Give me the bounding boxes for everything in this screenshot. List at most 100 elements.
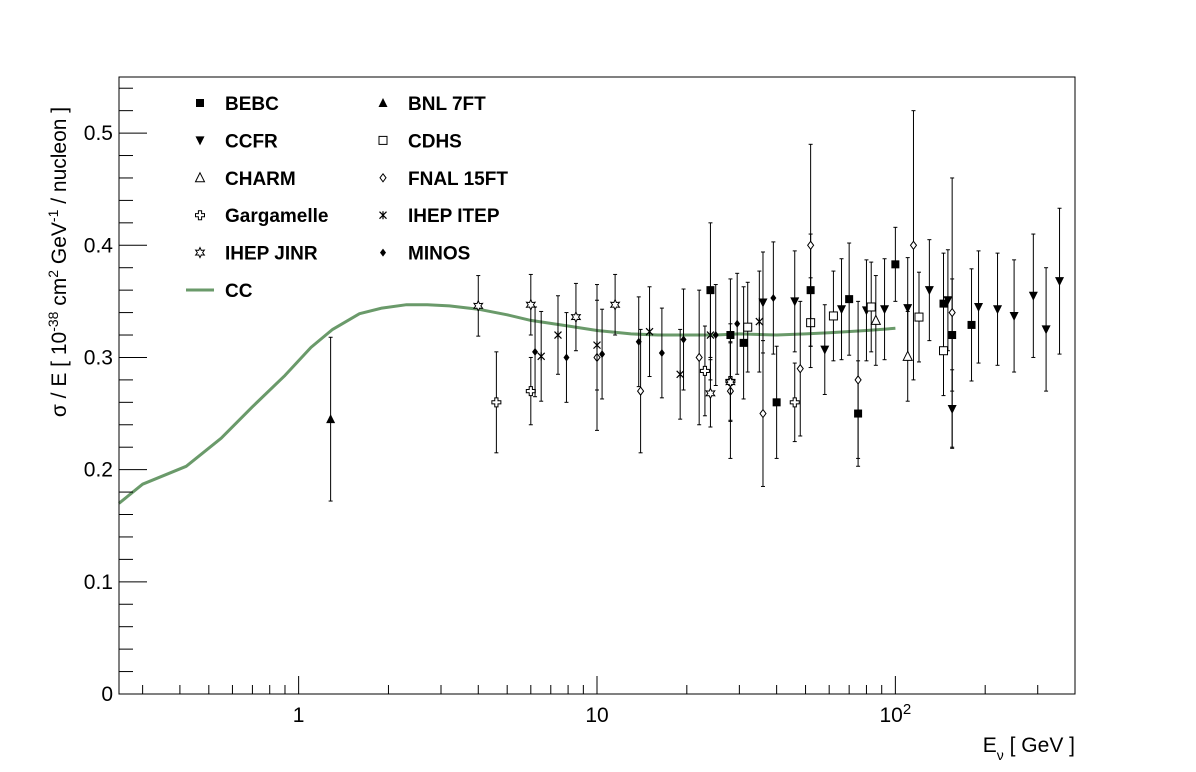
- data-point-ihep-itep: [537, 352, 546, 361]
- data-point-ihep-jinr: [472, 299, 484, 313]
- data-point-minos: [734, 319, 741, 328]
- legend-label-gargamelle: Gargamelle: [225, 206, 329, 227]
- legend-marker-ihep-jinr: [194, 246, 206, 259]
- data-point-ihep-itep: [676, 370, 685, 379]
- legend-marker-cdhs: [378, 135, 388, 145]
- data-point-ccfr: [993, 305, 1003, 315]
- legend-label-minos: MINOS: [408, 244, 470, 265]
- data-point-charm: [902, 350, 914, 361]
- data-point-ccfr: [1028, 291, 1038, 301]
- x-tick-label: 102: [880, 701, 912, 728]
- axes-layer: 1 10 102 0 0.1 0.2 0.3 0.4 0.5: [84, 87, 1076, 728]
- cc-curve-line: [118, 303, 896, 505]
- data-point-fnal-15ft: [796, 363, 804, 374]
- data-point-cdhs: [939, 346, 949, 356]
- data-point-ccfr: [924, 286, 934, 296]
- data-point-minos: [680, 335, 687, 344]
- y-tick-label: 0.1: [84, 571, 113, 594]
- legend-marker-bnl-7ft: [378, 98, 388, 107]
- legend-marker-charm: [194, 171, 206, 183]
- data-point-ihep-jinr: [705, 387, 716, 400]
- data-point-fnal-15ft: [695, 352, 703, 363]
- data-point-cdhs: [743, 322, 753, 332]
- data-point-ihep-itep: [645, 327, 654, 336]
- data-point-bebc: [772, 398, 781, 407]
- data-point-ihep-itep: [593, 341, 601, 350]
- data-point-minos: [563, 353, 570, 362]
- legend-marker-gargamelle: [195, 210, 205, 221]
- data-point-gargamelle: [491, 397, 502, 408]
- legend-marker-fnal-15ft: [379, 172, 387, 183]
- x-tick-label: 10: [585, 704, 608, 727]
- data-point-ihep-itep: [755, 317, 764, 326]
- data-point-cdhs: [914, 312, 924, 322]
- legend-label-bnl-7ft: BNL 7FT: [408, 94, 486, 115]
- legend-label-cdhs: CDHS: [408, 131, 462, 152]
- data-point-ihep-jinr: [525, 298, 537, 311]
- legend: BEBC CCFR CHARM Gargamelle IHEP JINR CC BNL 7F…: [186, 94, 508, 302]
- legend-label-cc: CC: [225, 281, 253, 302]
- data-point-gargamelle: [525, 386, 536, 397]
- y-tick-label: 0.5: [84, 122, 113, 145]
- legend-label-fnal-15ft: FNAL 15FT: [408, 169, 508, 190]
- legend-marker-minos: [380, 248, 386, 257]
- legend-marker-ccfr: [195, 136, 205, 146]
- cc-curve-layer: [118, 303, 896, 505]
- x-tick-label: 1: [293, 704, 305, 727]
- data-point-ccfr: [837, 305, 847, 315]
- data-point-ihep-itep: [554, 331, 562, 340]
- data-point-ccfr: [1041, 325, 1051, 335]
- data-point-minos: [770, 293, 777, 302]
- data-point-ccfr: [790, 297, 800, 307]
- data-point-ccfr: [880, 305, 890, 315]
- data-point-fnal-15ft: [854, 375, 862, 385]
- data-point-fnal-15ft: [948, 307, 956, 318]
- data-point-ccfr: [943, 296, 953, 306]
- data-point-minos: [635, 337, 642, 346]
- data-point-ihep-jinr: [725, 375, 736, 389]
- data-point-ihep-jinr: [570, 310, 582, 324]
- data-point-ccfr: [974, 302, 984, 312]
- legend-label-ihep-jinr: IHEP JINR: [225, 244, 318, 265]
- data-point-gargamelle: [789, 397, 800, 408]
- data-point-fnal-15ft: [909, 240, 918, 251]
- y-tick-label: 0.3: [84, 346, 113, 369]
- legend-marker-ihep-itep: [379, 211, 387, 220]
- data-point-ihep-jinr: [609, 298, 621, 311]
- data-point-minos: [532, 347, 539, 356]
- data-point-gargamelle: [699, 365, 710, 376]
- data-point-fnal-15ft: [636, 386, 645, 396]
- data-point-bebc: [967, 320, 976, 329]
- legend-marker-bebc: [196, 99, 204, 107]
- legend-label-ccfr: CCFR: [225, 131, 278, 152]
- data-point-bebc: [891, 260, 900, 269]
- data-point-fnal-15ft: [807, 240, 815, 251]
- y-axis-title: σ / E [ 10-38 cm2 GeV-1 / nucleon ]: [45, 107, 71, 417]
- data-point-minos: [658, 348, 665, 357]
- data-point-bebc: [845, 295, 854, 304]
- data-point-ccfr: [820, 345, 830, 355]
- data-point-cdhs: [828, 311, 838, 321]
- data-point-bebc: [939, 299, 948, 308]
- data-point-minos: [599, 350, 606, 359]
- data-point-minos: [712, 331, 719, 340]
- x-axis-title: Eν [ GeV ]: [983, 734, 1075, 763]
- data-point-ccfr: [1055, 277, 1065, 287]
- data-point-bnl-7ft: [326, 414, 336, 424]
- legend-label-charm: CHARM: [225, 169, 296, 190]
- data-points-layer: [326, 110, 1065, 502]
- legend-label-ihep-itep: IHEP ITEP: [408, 206, 500, 227]
- y-tick-label: 0: [101, 683, 113, 706]
- data-point-ccfr: [758, 298, 768, 308]
- data-point-ihep-itep: [706, 331, 715, 340]
- data-point-fnal-15ft: [759, 408, 767, 419]
- data-point-cdhs: [866, 302, 876, 312]
- data-point-bebc: [739, 338, 748, 347]
- y-tick-label: 0.4: [84, 234, 114, 257]
- data-point-ccfr: [1009, 311, 1019, 321]
- legend-label-bebc: BEBC: [225, 94, 279, 115]
- y-tick-label: 0.2: [84, 459, 113, 482]
- data-point-charm: [870, 314, 882, 325]
